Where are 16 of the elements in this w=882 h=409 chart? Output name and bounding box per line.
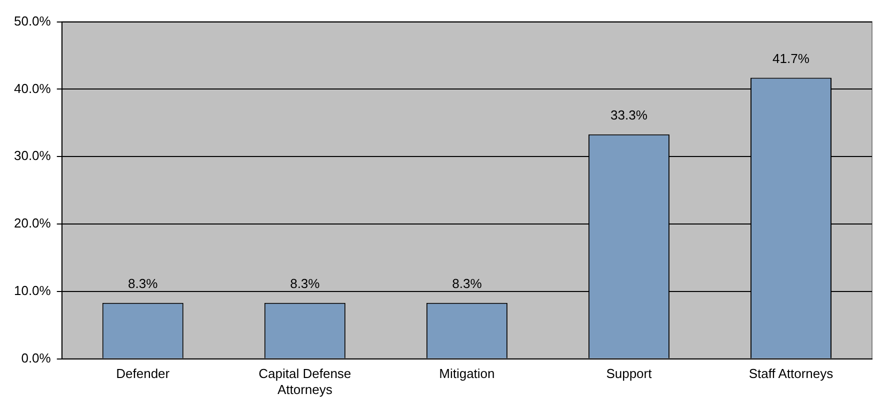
data-label: 41.7% [772,50,810,66]
data-label: 8.3% [290,276,320,291]
y-tick-label: 40.0% [14,80,52,96]
x-tick-label: Staff Attorneys [748,366,834,382]
y-tick-label: 20.0% [14,216,52,231]
y-tick-label: 10.0% [14,282,52,298]
x-tick-label: Mitigation [439,366,495,382]
x-tick-label: Support [606,366,652,382]
x-tick-label: Defender [116,366,170,382]
y-tick-label: 0.0% [21,350,52,366]
x-tick-label: Capital Defense Attorneys [258,366,352,397]
y-tick-label: 30.0% [14,148,52,164]
data-label: 8.3% [452,276,482,291]
data-label: 33.3% [610,107,648,122]
data-label: 8.3% [128,276,158,291]
y-tick-label: 50.0% [14,13,52,28]
